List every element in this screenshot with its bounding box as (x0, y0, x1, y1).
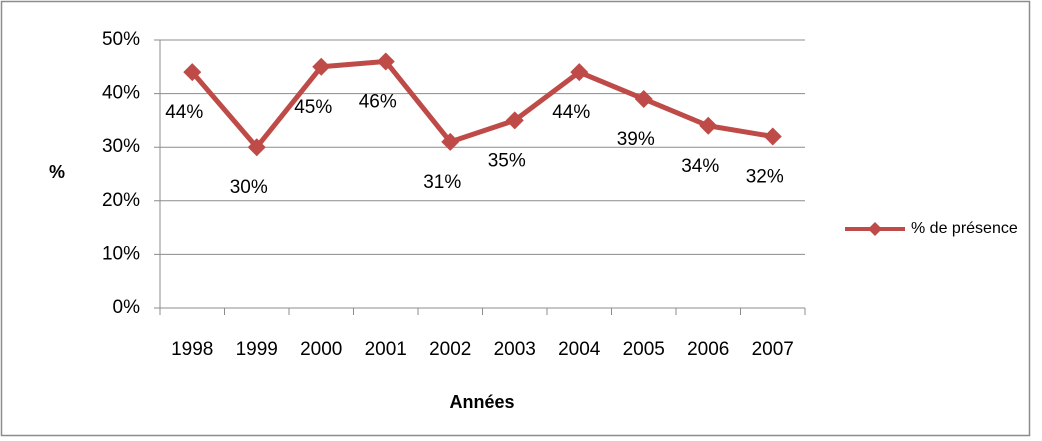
x-tick-label: 2004 (558, 339, 601, 360)
y-tick-label: 10% (102, 243, 140, 264)
marker (763, 127, 782, 146)
y-tick-label: 30% (102, 136, 140, 157)
data-label: 39% (617, 129, 655, 150)
marker (634, 89, 653, 108)
x-tick-label: 2002 (429, 339, 471, 360)
legend-label: % de présence (911, 220, 1018, 237)
data-label: 32% (746, 166, 784, 187)
data-label: 31% (423, 172, 461, 193)
data-label: 44% (552, 102, 590, 123)
data-label: 35% (488, 150, 526, 171)
y-tick-label: 20% (102, 190, 140, 211)
marker (505, 111, 524, 130)
data-label: 46% (359, 91, 397, 112)
marker (441, 132, 460, 151)
x-tick-label: 2001 (365, 339, 407, 360)
y-axis-label: % (49, 162, 65, 182)
marker (570, 63, 589, 82)
data-label: 34% (681, 156, 719, 177)
x-tick-label: 2000 (300, 339, 342, 360)
series-line (190, 58, 774, 150)
x-tick-label: 2007 (752, 339, 794, 360)
x-axis-label: Années (449, 392, 514, 412)
marker (247, 138, 266, 157)
x-tick-label: 2005 (623, 339, 665, 360)
y-tick-label: 0% (113, 297, 141, 318)
x-tick-label: 2006 (687, 339, 729, 360)
legend-marker (868, 222, 882, 236)
data-label: 45% (294, 97, 332, 118)
marker (376, 52, 395, 71)
x-tick-label: 1998 (171, 339, 213, 360)
y-tick-label: 50% (102, 29, 140, 50)
data-label: 44% (165, 102, 203, 123)
x-tick-label: 2003 (494, 339, 536, 360)
marker (699, 116, 718, 135)
marker (183, 63, 202, 82)
y-tick-label: 40% (102, 83, 140, 104)
x-tick-label: 1999 (236, 339, 278, 360)
marker (312, 57, 331, 76)
data-label: 30% (230, 177, 268, 198)
